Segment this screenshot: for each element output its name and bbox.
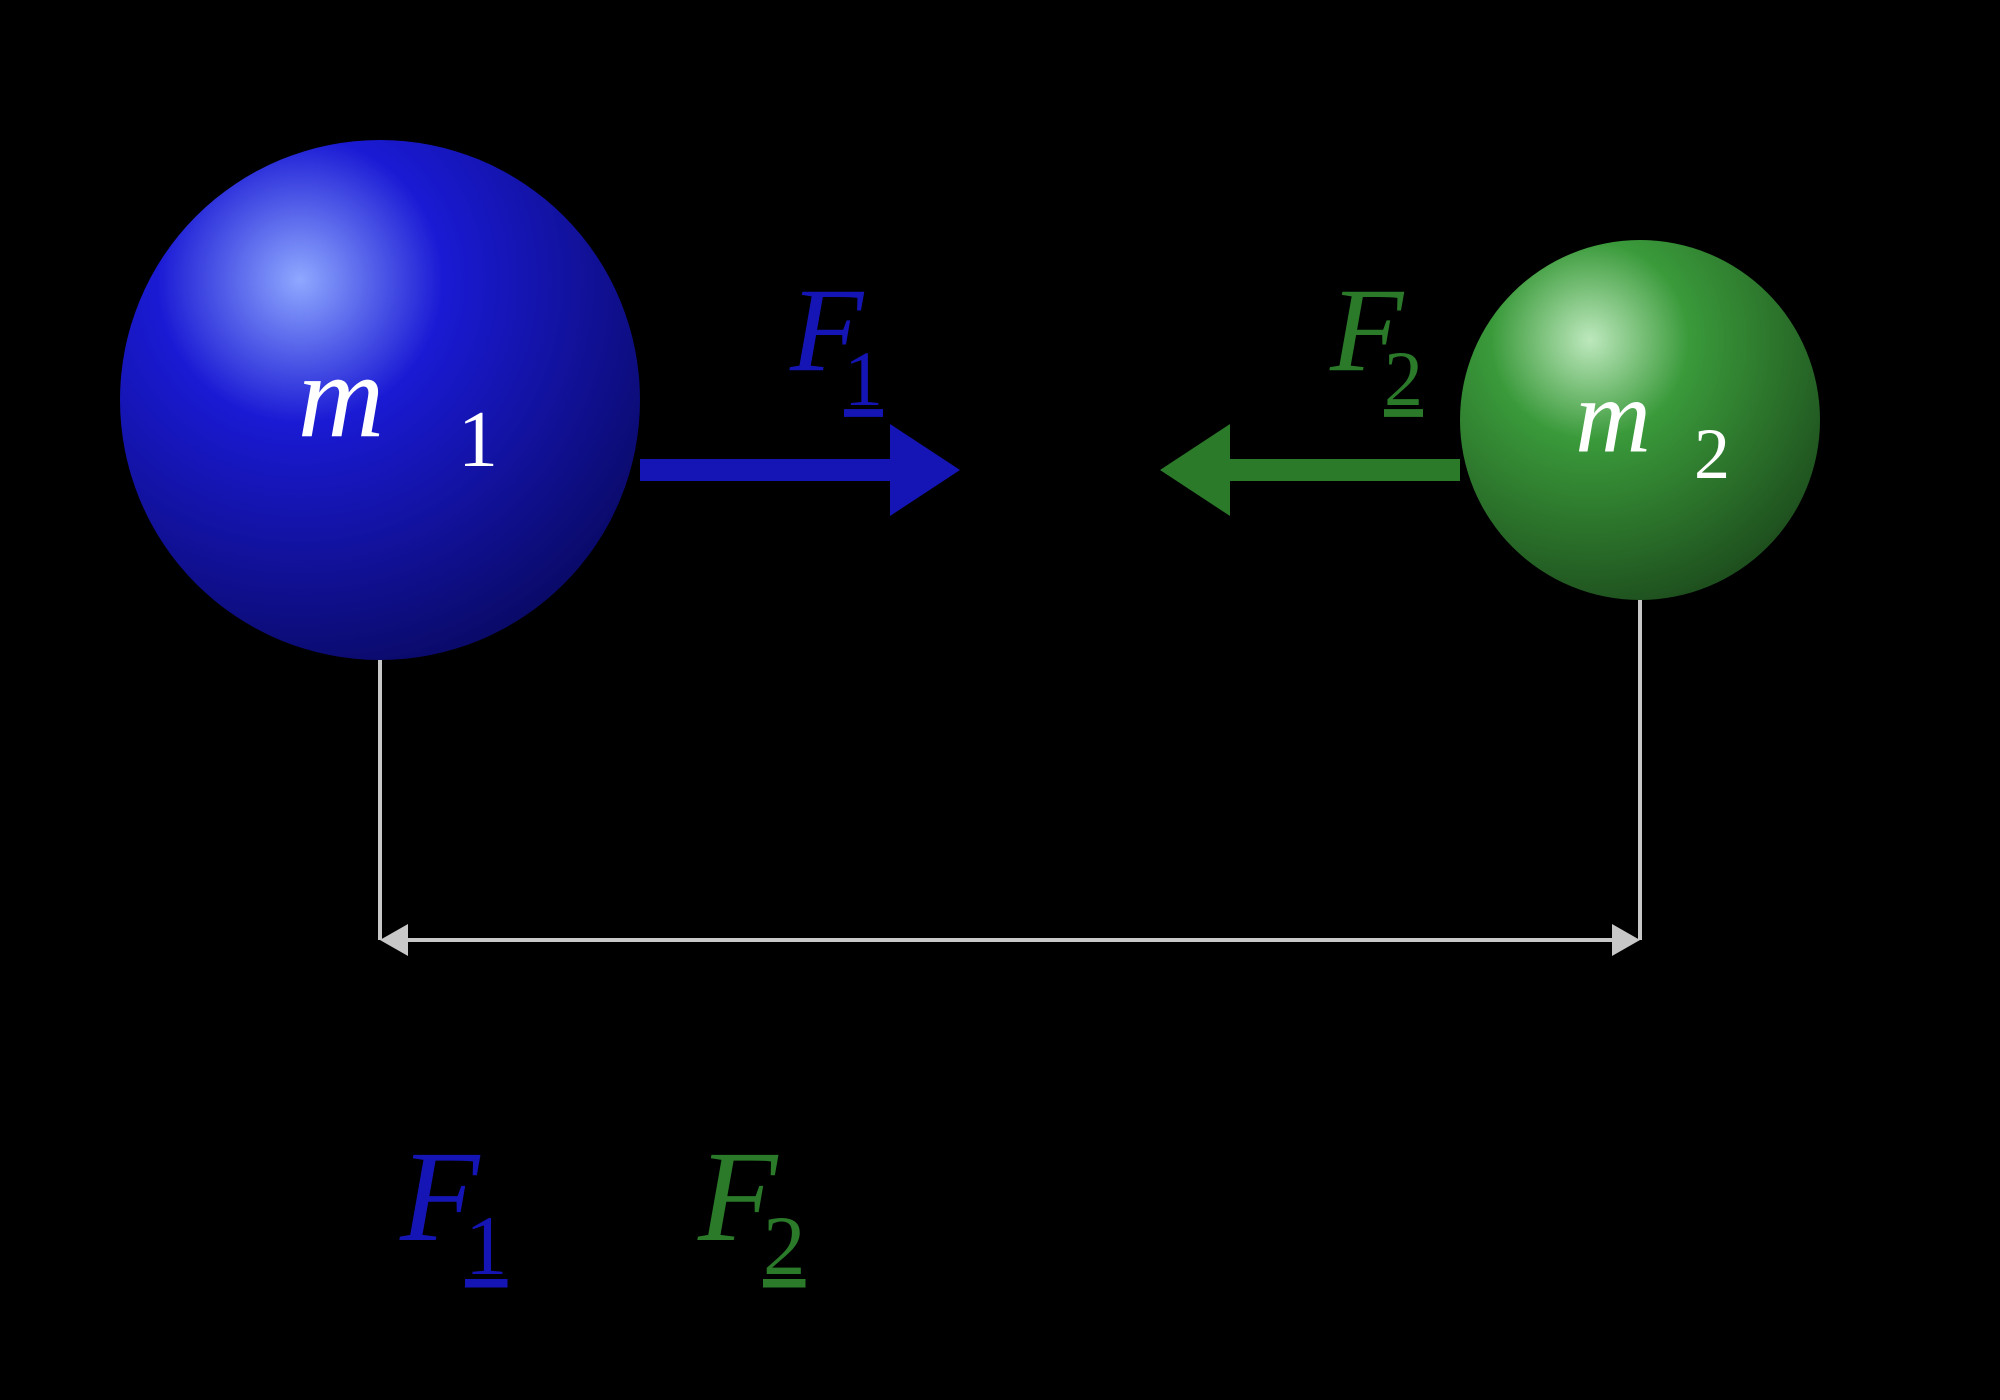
force-2-arrow-subscript: 2 [1384, 335, 1423, 422]
equation-f1-sub: 1 [465, 1199, 508, 1293]
gravity-diagram: m1m2F1F2F1F2 [0, 0, 2000, 1400]
equation-f2-sub: 2 [763, 1199, 806, 1293]
mass-1-sphere-subscript: 1 [458, 396, 498, 484]
force-1-arrow-subscript: 1 [844, 335, 883, 422]
mass-1-sphere-label: m [298, 329, 385, 462]
mass-2-sphere-label: m [1575, 358, 1651, 475]
mass-2-sphere-subscript: 2 [1694, 414, 1730, 494]
